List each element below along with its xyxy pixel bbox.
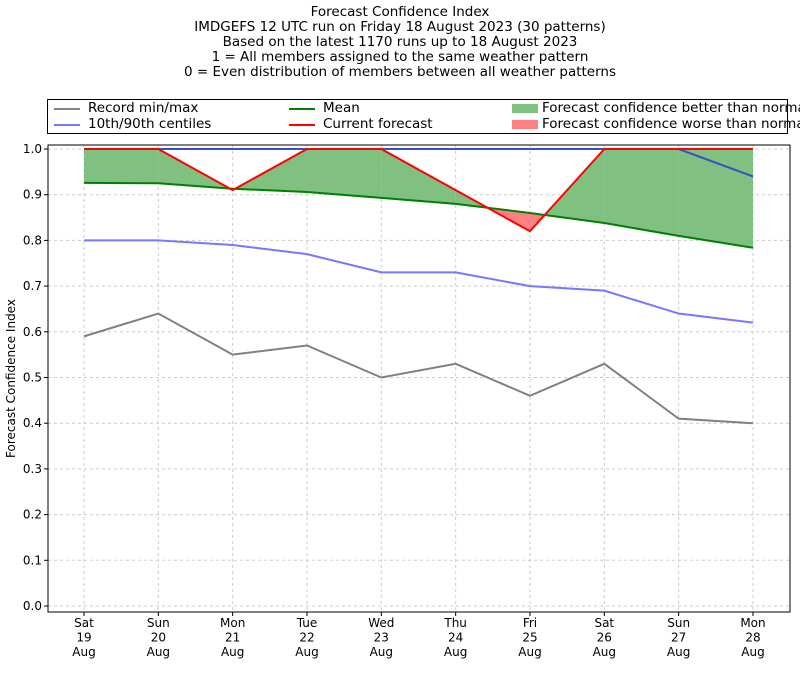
legend-label: 10th/90th centiles: [88, 116, 212, 132]
fill-better: [84, 149, 159, 184]
plot-frame: [47, 144, 791, 613]
chart-title: Forecast Confidence Index: [310, 4, 490, 20]
y-tick-label: 0.9: [23, 188, 42, 202]
x-tick-label: 28: [745, 631, 760, 645]
y-tick-label: 0.5: [23, 371, 42, 385]
fill-better: [678, 149, 753, 248]
x-tick-label: Fri: [523, 616, 537, 630]
legend-label: Record min/max: [88, 100, 199, 116]
x-tick-label: 19: [76, 631, 91, 645]
x-tick-label: Thu: [443, 616, 467, 630]
legend-better: Forecast confidence better than normal: [512, 101, 800, 116]
x-tick-label: 24: [448, 631, 463, 645]
x-tick-label: Aug: [147, 645, 170, 659]
fill-better: [381, 149, 456, 204]
x-tick-label: Aug: [370, 645, 393, 659]
series-line-record-min: [83, 312, 754, 425]
y-tick-label: 0.0: [23, 599, 42, 613]
fill-better: [306, 149, 382, 198]
y-tick-label: 0.6: [23, 325, 42, 339]
legend: Record min/max 10th/90th centiles Mean C…: [47, 99, 800, 134]
legend-label: Mean: [323, 100, 360, 116]
chart-subtitle-2: Based on the latest 1170 runs up to 18 A…: [222, 34, 578, 50]
y-tick-label: 0.3: [23, 462, 42, 476]
x-tick-label: 21: [225, 631, 240, 645]
chart-subtitle-3: 1 = All members assigned to the same wea…: [211, 49, 589, 65]
series-line-current-forecast: [84, 148, 753, 233]
x-tick-label: Aug: [444, 645, 467, 659]
x-tick-label: Aug: [221, 645, 244, 659]
x-tick-label: Aug: [667, 645, 690, 659]
legend-worse: Forecast confidence worse than normal: [512, 117, 800, 132]
y-tick-label: 0.4: [23, 416, 42, 430]
fill-better: [604, 149, 679, 236]
x-tick-label: Sun: [147, 616, 170, 630]
y-tick-label: 0.2: [23, 508, 42, 522]
legend-mean: Mean: [289, 101, 360, 116]
chart-subtitle-4: 0 = Even distribution of members between…: [183, 64, 617, 80]
x-tick-label: Wed: [368, 616, 394, 630]
x-tick-label: 27: [671, 631, 686, 645]
x-tick-label: 20: [151, 631, 166, 645]
legend-record: Record min/max: [54, 101, 198, 116]
x-tick-label: 26: [597, 631, 612, 645]
y-tick-label: 0.8: [23, 233, 42, 247]
y-tick-label: 0.1: [23, 553, 42, 567]
x-tick-label: 23: [374, 631, 389, 645]
legend-current: Current forecast: [289, 117, 433, 132]
x-tick-label: Sun: [667, 616, 690, 630]
legend-label: Current forecast: [323, 116, 433, 132]
y-tick-label: 1.0: [23, 142, 42, 156]
x-tick-label: Aug: [295, 645, 318, 659]
x-tick-label: Aug: [741, 645, 764, 659]
x-tick-label: Sat: [594, 616, 614, 630]
chart-subtitle-1: IMDGEFS 12 UTC run on Friday 18 August 2…: [194, 19, 606, 35]
x-tick-label: 22: [299, 631, 314, 645]
fill-better: [544, 149, 605, 224]
x-tick-label: Mon: [740, 616, 765, 630]
y-axis-label: Forecast Confidence Index: [4, 299, 18, 458]
x-tick-label: Aug: [593, 645, 616, 659]
series-line-mean: [83, 181, 754, 249]
legend-centiles: 10th/90th centiles: [54, 117, 211, 132]
x-tick-label: Sat: [74, 616, 94, 630]
y-tick-label: 0.7: [23, 279, 42, 293]
x-tick-label: Aug: [72, 645, 95, 659]
legend-label: Forecast confidence better than normal: [542, 100, 800, 116]
series-line-10th-centile: [84, 239, 754, 324]
x-tick-label: Aug: [518, 645, 541, 659]
x-tick-label: Mon: [220, 616, 245, 630]
legend-label: Forecast confidence worse than normal: [542, 116, 800, 132]
x-tick-label: 25: [522, 631, 537, 645]
x-tick-label: Tue: [296, 616, 318, 630]
